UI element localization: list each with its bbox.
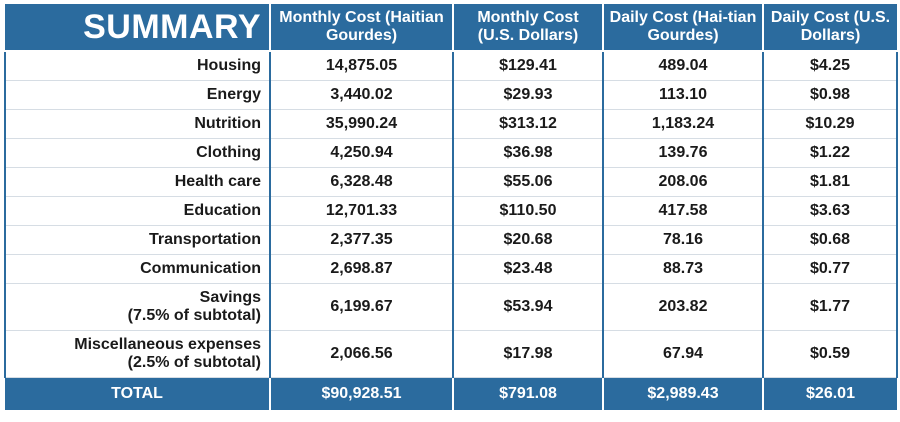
cell-daily-usd: $0.77 xyxy=(762,254,898,284)
cell-monthly-htg: 6,328.48 xyxy=(269,167,453,197)
cell-daily-usd: $4.25 xyxy=(762,51,898,81)
summary-table-container: SUMMARY Monthly Cost (Haitian Gourdes) M… xyxy=(4,4,898,418)
row-label-text: Miscellaneous expenses xyxy=(74,336,261,353)
row-label-text: Education xyxy=(183,202,261,219)
cell-daily-htg: 67.94 xyxy=(602,330,763,378)
row-label: Clothing xyxy=(4,138,270,168)
cell-daily-usd: $10.29 xyxy=(762,109,898,139)
cell-daily-htg: 139.76 xyxy=(602,138,763,168)
total-monthly-htg: $90,928.51 xyxy=(270,377,454,410)
row-label-text: Nutrition xyxy=(194,115,261,132)
cell-monthly-usd: $29.93 xyxy=(452,80,603,110)
cell-daily-usd: $1.77 xyxy=(762,283,898,331)
cell-daily-htg: 208.06 xyxy=(602,167,763,197)
table-row-clothing: Clothing 4,250.94 $36.98 139.76 $1.22 xyxy=(4,138,898,168)
cell-monthly-htg: 2,066.56 xyxy=(269,330,453,378)
table-row-miscellaneous: Miscellaneous expenses (2.5% of subtotal… xyxy=(4,330,898,378)
cell-monthly-usd: $55.06 xyxy=(452,167,603,197)
column-header-daily-htg: Daily Cost (Hai-tian Gourdes) xyxy=(603,4,764,52)
column-header-monthly-htg: Monthly Cost (Haitian Gourdes) xyxy=(270,4,454,52)
cell-monthly-usd: $110.50 xyxy=(452,196,603,226)
table-body: Housing 14,875.05 $129.41 489.04 $4.25 E… xyxy=(4,51,898,378)
table-row-energy: Energy 3,440.02 $29.93 113.10 $0.98 xyxy=(4,80,898,110)
cell-monthly-htg: 35,990.24 xyxy=(269,109,453,139)
table-row-education: Education 12,701.33 $110.50 417.58 $3.63 xyxy=(4,196,898,226)
row-label: Miscellaneous expenses (2.5% of subtotal… xyxy=(4,330,270,378)
table-row-nutrition: Nutrition 35,990.24 $313.12 1,183.24 $10… xyxy=(4,109,898,139)
total-daily-usd: $26.01 xyxy=(763,377,897,410)
table-header: SUMMARY Monthly Cost (Haitian Gourdes) M… xyxy=(5,4,897,52)
table-row-communication: Communication 2,698.87 $23.48 88.73 $0.7… xyxy=(4,254,898,284)
cell-daily-htg: 78.16 xyxy=(602,225,763,255)
cell-daily-htg: 489.04 xyxy=(602,51,763,81)
row-label-text: Health care xyxy=(174,173,261,190)
cell-monthly-htg: 12,701.33 xyxy=(269,196,453,226)
table-row-savings: Savings (7.5% of subtotal) 6,199.67 $53.… xyxy=(4,283,898,331)
row-label-text: Communication xyxy=(140,260,261,277)
row-sublabel-text: (2.5% of subtotal) xyxy=(127,354,261,371)
cell-monthly-htg: 2,698.87 xyxy=(269,254,453,284)
cell-daily-htg: 88.73 xyxy=(602,254,763,284)
table-row-housing: Housing 14,875.05 $129.41 489.04 $4.25 xyxy=(4,51,898,81)
cell-daily-htg: 417.58 xyxy=(602,196,763,226)
cell-daily-usd: $1.81 xyxy=(762,167,898,197)
cell-monthly-usd: $17.98 xyxy=(452,330,603,378)
total-daily-htg: $2,989.43 xyxy=(603,377,764,410)
header-row: SUMMARY Monthly Cost (Haitian Gourdes) M… xyxy=(5,4,897,52)
cell-daily-htg: 113.10 xyxy=(602,80,763,110)
summary-table: SUMMARY Monthly Cost (Haitian Gourdes) M… xyxy=(4,4,898,410)
row-label-text: Energy xyxy=(206,86,261,103)
cell-monthly-usd: $23.48 xyxy=(452,254,603,284)
row-label: Health care xyxy=(4,167,270,197)
row-label: Nutrition xyxy=(4,109,270,139)
row-label-text: Housing xyxy=(197,57,261,74)
cell-monthly-htg: 4,250.94 xyxy=(269,138,453,168)
total-monthly-usd: $791.08 xyxy=(453,377,604,410)
table-row-transportation: Transportation 2,377.35 $20.68 78.16 $0.… xyxy=(4,225,898,255)
cell-monthly-htg: 14,875.05 xyxy=(269,51,453,81)
cell-monthly-usd: $313.12 xyxy=(452,109,603,139)
cell-monthly-htg: 2,377.35 xyxy=(269,225,453,255)
row-label: Education xyxy=(4,196,270,226)
table-footer: TOTAL $90,928.51 $791.08 $2,989.43 $26.0… xyxy=(5,377,897,410)
row-label: Transportation xyxy=(4,225,270,255)
table-title: SUMMARY xyxy=(5,4,271,52)
total-label: TOTAL xyxy=(5,377,271,410)
table-row-health-care: Health care 6,328.48 $55.06 208.06 $1.81 xyxy=(4,167,898,197)
cell-daily-usd: $0.68 xyxy=(762,225,898,255)
cell-monthly-usd: $129.41 xyxy=(452,51,603,81)
row-label: Housing xyxy=(4,51,270,81)
column-header-monthly-usd: Monthly Cost (U.S. Dollars) xyxy=(453,4,604,52)
cell-daily-usd: $0.98 xyxy=(762,80,898,110)
row-label-text: Savings xyxy=(199,289,261,306)
row-label-text: Transportation xyxy=(148,231,261,248)
cell-monthly-htg: 3,440.02 xyxy=(269,80,453,110)
cell-daily-htg: 1,183.24 xyxy=(602,109,763,139)
row-label: Communication xyxy=(4,254,270,284)
row-label: Savings (7.5% of subtotal) xyxy=(4,283,270,331)
cell-daily-usd: $0.59 xyxy=(762,330,898,378)
cell-monthly-usd: $36.98 xyxy=(452,138,603,168)
row-label: Energy xyxy=(4,80,270,110)
row-sublabel-text: (7.5% of subtotal) xyxy=(127,307,261,324)
column-header-daily-usd: Daily Cost (U.S. Dollars) xyxy=(763,4,897,52)
cell-monthly-usd: $53.94 xyxy=(452,283,603,331)
cell-daily-usd: $1.22 xyxy=(762,138,898,168)
cell-daily-usd: $3.63 xyxy=(762,196,898,226)
total-row: TOTAL $90,928.51 $791.08 $2,989.43 $26.0… xyxy=(5,377,897,410)
row-label-text: Clothing xyxy=(196,144,261,161)
cell-daily-htg: 203.82 xyxy=(602,283,763,331)
cell-monthly-usd: $20.68 xyxy=(452,225,603,255)
cell-monthly-htg: 6,199.67 xyxy=(269,283,453,331)
